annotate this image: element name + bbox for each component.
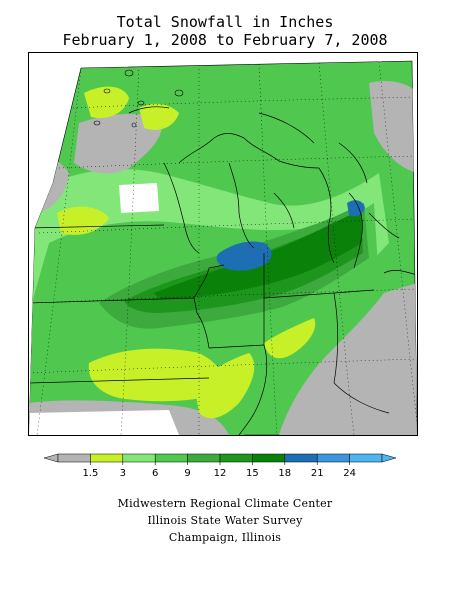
- map-title-line-2: February 1, 2008 to February 7, 2008: [62, 31, 388, 49]
- legend-tick-label: 9: [184, 468, 190, 479]
- snowfall-map-svg: [29, 60, 417, 435]
- legend-swatch: [284, 453, 318, 463]
- legend-swatch: [316, 453, 350, 463]
- legend-left-arrow: [44, 453, 59, 463]
- legend-swatch: [57, 453, 91, 463]
- legend-right-arrow: [381, 453, 397, 463]
- contour-18-21: [216, 241, 272, 271]
- credit-line-3: Champaign, Illinois: [168, 531, 282, 544]
- snowfall-legend: 1.5 3 6 9 12 15 18 21 24: [44, 453, 397, 479]
- contour-below-1-5-east-edge: [369, 81, 417, 173]
- state-boundaries: [29, 106, 417, 435]
- legend-swatch: [122, 453, 156, 463]
- legend-tick-label: 18: [278, 468, 291, 479]
- snowfall-map: [28, 52, 418, 436]
- legend-tick-label: 1.5: [82, 468, 98, 479]
- legend-swatch: [187, 453, 221, 463]
- legend-tick-label: 15: [246, 468, 259, 479]
- legend-tick-label: 6: [152, 468, 158, 479]
- legend-tick-label: 24: [343, 468, 356, 479]
- legend-swatch: [90, 453, 124, 463]
- contour-below-1-5-southeast: [279, 283, 417, 435]
- contour-below-1-5-north: [74, 113, 162, 174]
- legend-tick-label: 3: [120, 468, 126, 479]
- contour-1-5-3-southeast-band: [264, 318, 316, 359]
- contour-1-5-3-south-band: [194, 353, 255, 419]
- legend-swatch: [349, 453, 383, 463]
- contour-1-5-3-north: [84, 86, 129, 119]
- contour-1-5-3-southwest: [88, 348, 226, 402]
- legend-swatch: [219, 453, 253, 463]
- legend-swatch: [252, 453, 286, 463]
- contour-1-5-3-northcentral: [139, 103, 179, 130]
- legend-swatch: [154, 453, 188, 463]
- no-data-area-2: [29, 410, 179, 435]
- credit-line-1: Midwestern Regional Climate Center: [117, 497, 333, 510]
- legend-tick-label: 21: [311, 468, 324, 479]
- map-title-line-1: Total Snowfall in Inches: [116, 13, 334, 31]
- credit-line-2: Illinois State Water Survey: [147, 514, 303, 527]
- contour-1-5-3-west: [57, 206, 109, 235]
- lakes: [93, 69, 184, 128]
- legend-tick-label: 12: [214, 468, 227, 479]
- no-data-area-1: [119, 183, 159, 213]
